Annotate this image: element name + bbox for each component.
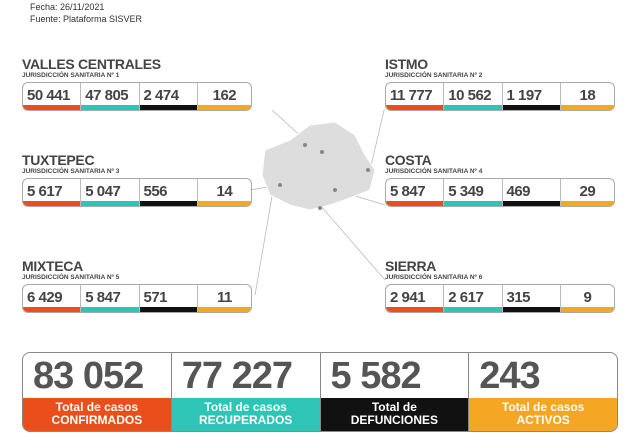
confirmados: 5 847 xyxy=(386,179,445,206)
region-sub: JURISDICCIÓN SANITARIA Nº 6 xyxy=(385,274,483,281)
defunciones: 315 xyxy=(502,285,561,312)
recuperados: 10 562 xyxy=(444,83,503,110)
confirmados: 50 441 xyxy=(23,83,82,110)
activos: 9 xyxy=(560,285,614,312)
region-sub: JURISDICCIÓN SANITARIA Nº 5 xyxy=(22,274,120,281)
region-name: ISTMO xyxy=(385,56,428,72)
activos: 18 xyxy=(560,83,614,110)
region-mixteca: MIXTECA JURISDICCIÓN SANITARIA Nº 5 6 42… xyxy=(22,259,252,313)
confirmados: 2 941 xyxy=(386,285,445,312)
region-name: VALLES CENTRALES xyxy=(22,56,161,72)
total-recuperados: 77 227 Total de casos RECUPERADOS xyxy=(171,353,321,431)
total-value: 5 582 xyxy=(330,355,422,397)
recuperados: 2 617 xyxy=(444,285,503,312)
region-sub: JURISDICCIÓN SANITARIA Nº 3 xyxy=(22,168,120,175)
total-value: 83 052 xyxy=(33,355,144,397)
totals-panel: 83 052 Total de casos CONFIRMADOS 77 227 To… xyxy=(22,352,618,432)
activos: 162 xyxy=(197,83,251,110)
total-label: Total de casos ACTIVOS xyxy=(469,398,617,431)
region-costa: COSTA JURISDICCIÓN SANITARIA Nº 4 5 847 5… xyxy=(385,153,615,207)
recuperados: 47 805 xyxy=(81,83,140,110)
confirmados: 5 617 xyxy=(23,179,82,206)
region-name: MIXTECA xyxy=(22,258,83,274)
region-sierra: SIERRA JURISDICCIÓN SANITARIA Nº 6 2 941… xyxy=(385,259,615,313)
region-tuxtepec: TUXTEPEC JURISDICCIÓN SANITARIA Nº 3 5 6… xyxy=(22,153,252,207)
map-shape xyxy=(261,121,376,211)
defunciones: 2 474 xyxy=(139,83,198,110)
total-value: 77 227 xyxy=(181,355,293,397)
total-activos: 243 Total de casos ACTIVOS xyxy=(469,353,617,431)
region-sub: JURISDICCIÓN SANITARIA Nº 2 xyxy=(385,72,483,79)
recuperados: 5 349 xyxy=(444,179,503,206)
total-label: Total de casos CONFIRMADOS xyxy=(23,398,171,431)
recuperados: 5 047 xyxy=(81,179,140,206)
defunciones: 1 197 xyxy=(502,83,561,110)
total-value: 243 xyxy=(479,355,540,397)
oaxaca-map xyxy=(249,110,386,296)
region-sub: JURISDICCIÓN SANITARIA Nº 4 xyxy=(385,168,483,175)
region-istmo: ISTMO JURISDICCIÓN SANITARIA Nº 2 11 777… xyxy=(385,57,615,111)
confirmados: 11 777 xyxy=(386,83,445,110)
region-name: SIERRA xyxy=(385,258,437,274)
header-meta: Fecha: 26/11/2021 Fuente: Plataforma SIS… xyxy=(30,1,142,25)
region-sub: JURISDICCIÓN SANITARIA Nº 1 xyxy=(22,72,120,79)
source-label: Fuente: Plataforma SISVER xyxy=(30,14,143,24)
activos: 11 xyxy=(197,285,251,312)
activos: 29 xyxy=(560,179,614,206)
region-name: TUXTEPEC xyxy=(22,152,95,168)
recuperados: 5 847 xyxy=(81,285,140,312)
total-defunciones: 5 582 Total de DEFUNCIONES xyxy=(320,353,470,431)
defunciones: 571 xyxy=(139,285,198,312)
defunciones: 556 xyxy=(139,179,198,206)
region-name: COSTA xyxy=(385,152,432,168)
confirmados: 6 429 xyxy=(23,285,82,312)
activos: 14 xyxy=(197,179,251,206)
total-confirmados: 83 052 Total de casos CONFIRMADOS xyxy=(23,353,172,431)
defunciones: 469 xyxy=(502,179,561,206)
total-label: Total de casos RECUPERADOS xyxy=(171,398,320,431)
region-valles-centrales: VALLES CENTRALES JURISDICCIÓN SANITARIA … xyxy=(22,57,252,111)
date-label: Fecha: 26/11/2021 xyxy=(30,2,105,12)
total-label: Total de DEFUNCIONES xyxy=(320,398,469,431)
